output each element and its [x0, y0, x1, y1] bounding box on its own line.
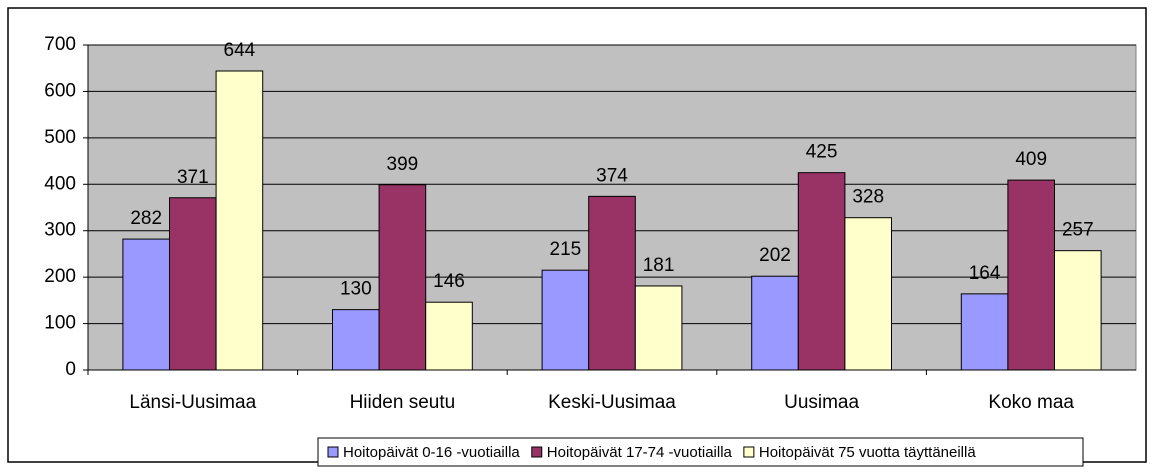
legend-label: Hoitopäivät 75 vuotta täyttäneillä: [759, 444, 976, 461]
y-tick-label: 300: [44, 220, 76, 241]
y-tick-label: 200: [44, 266, 76, 287]
data-label: 130: [340, 279, 372, 300]
y-tick-label: 400: [44, 173, 76, 194]
bar: [634, 285, 683, 371]
data-label: 371: [177, 167, 209, 188]
bar: [378, 184, 427, 371]
data-label: 257: [1062, 220, 1094, 241]
x-tick-label: Koko maa: [988, 392, 1074, 413]
legend-label: Hoitopäivät 17-74 -vuotiailla: [547, 444, 733, 461]
bar: [122, 238, 170, 371]
bar: [425, 301, 473, 371]
data-label: 181: [643, 255, 675, 276]
data-label: 409: [1015, 149, 1047, 170]
y-tick-label: 600: [44, 80, 76, 101]
bar: [541, 269, 590, 371]
bar: [1007, 179, 1056, 371]
data-label: 328: [852, 187, 884, 208]
data-label: 399: [387, 154, 419, 175]
data-label: 425: [806, 142, 838, 163]
legend-label: Hoitopäivät 0-16 -vuotiailla: [343, 444, 520, 461]
bar: [588, 195, 636, 371]
y-tick-label: 0: [65, 359, 76, 380]
data-label: 215: [550, 239, 582, 260]
legend-swatch: [743, 446, 755, 458]
bar: [331, 309, 380, 371]
y-tick-label: 700: [44, 34, 76, 55]
bar: [960, 293, 1009, 371]
data-label: 146: [433, 271, 465, 292]
bar: [751, 275, 799, 371]
bar: [1054, 250, 1102, 371]
y-tick-label: 500: [44, 127, 76, 148]
data-label: 164: [969, 263, 1001, 284]
bar: [215, 70, 264, 371]
legend-box: [317, 437, 1084, 467]
x-tick-label: Hiiden seutu: [350, 392, 456, 413]
bar: [797, 172, 846, 371]
legend-swatch: [327, 446, 339, 458]
bar: [168, 197, 217, 371]
x-tick-label: Uusimaa: [784, 392, 859, 413]
data-label: 644: [224, 40, 256, 61]
x-tick-label: Länsi-Uusimaa: [129, 392, 256, 413]
data-label: 374: [596, 165, 628, 186]
data-label: 202: [759, 245, 791, 266]
bar: [844, 217, 893, 371]
data-label: 282: [130, 208, 162, 229]
y-tick-label: 100: [44, 313, 76, 334]
legend-swatch: [531, 446, 543, 458]
x-tick-label: Keski-Uusimaa: [548, 392, 676, 413]
